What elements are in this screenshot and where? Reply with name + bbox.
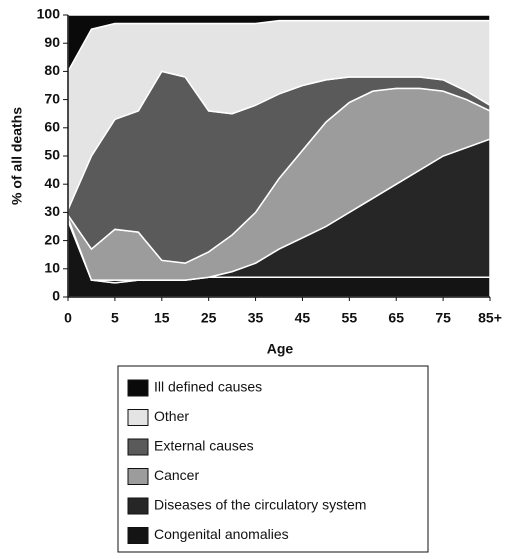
- x-tick-label: 55: [342, 310, 358, 326]
- legend-box: [117, 365, 429, 553]
- x-tick-label: 75: [435, 310, 451, 326]
- legend-swatch: [127, 468, 149, 485]
- x-axis-label: Age: [267, 341, 294, 357]
- legend-label: Cancer: [154, 467, 199, 483]
- y-tick-label: 100: [37, 6, 61, 22]
- y-tick-label: 50: [44, 147, 60, 163]
- y-tick-label: 20: [44, 231, 60, 247]
- y-tick-label: 70: [44, 90, 60, 106]
- y-tick-label: 30: [44, 203, 60, 219]
- y-tick-label: 80: [44, 62, 60, 78]
- x-tick-label: 85+: [478, 310, 502, 326]
- y-axis-label: % of all deaths: [9, 107, 25, 205]
- legend-label: External causes: [154, 438, 254, 454]
- x-tick-label: 15: [154, 310, 170, 326]
- x-tick-label: 65: [388, 310, 404, 326]
- x-tick-label: 5: [111, 310, 119, 326]
- legend-label: Congenital anomalies: [154, 526, 289, 542]
- legend-swatch: [127, 438, 149, 456]
- legend-swatch: [127, 527, 149, 544]
- legend-label: Other: [154, 408, 189, 424]
- x-tick-label: 35: [248, 310, 264, 326]
- legend-label: Ill defined causes: [154, 379, 262, 395]
- y-tick-label: 10: [44, 260, 60, 276]
- legend-swatch: [127, 379, 149, 397]
- y-tick-label: 0: [52, 288, 60, 304]
- y-tick-label: 90: [44, 34, 60, 50]
- y-tick-label: 60: [44, 119, 60, 135]
- y-tick-label: 40: [44, 175, 60, 191]
- x-tick-label: 0: [64, 310, 72, 326]
- legend-swatch: [127, 409, 149, 426]
- x-tick-label: 25: [201, 310, 217, 326]
- legend-label: Diseases of the circulatory system: [154, 497, 366, 513]
- x-tick-label: 45: [295, 310, 311, 326]
- area: [67, 14, 491, 75]
- legend-swatch: [127, 497, 149, 515]
